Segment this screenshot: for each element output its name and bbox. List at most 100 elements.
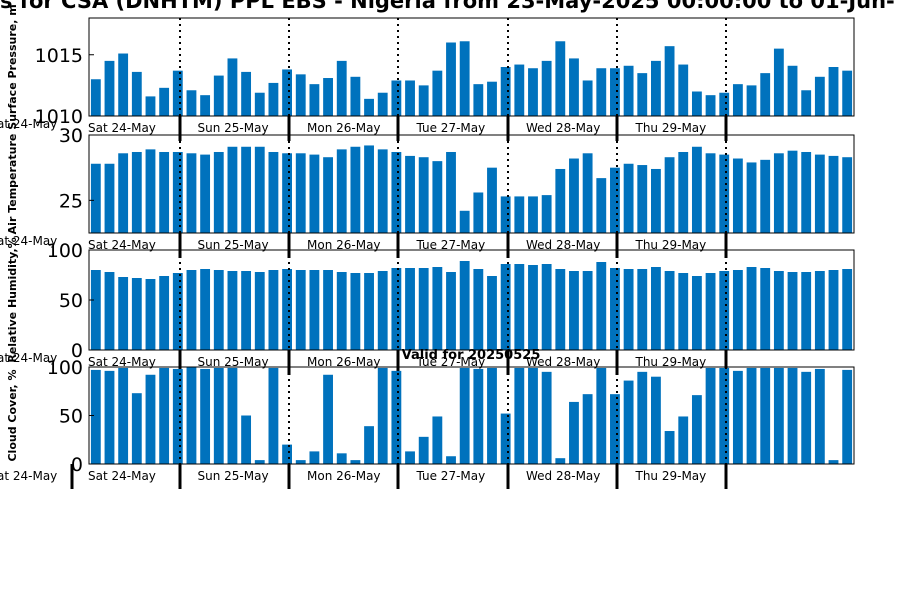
chart-panel: 1010 1015 Surface Pressure, m Sat 24-May Sun… bbox=[0, 4, 855, 141]
bar bbox=[814, 154, 825, 233]
bar bbox=[555, 41, 566, 116]
bar bbox=[405, 155, 415, 233]
bar bbox=[254, 146, 265, 233]
y-tick-label: 50 bbox=[59, 290, 83, 312]
bar bbox=[145, 149, 156, 233]
bar bbox=[118, 367, 129, 464]
bar bbox=[487, 167, 497, 233]
bar bbox=[213, 270, 224, 350]
bar bbox=[90, 163, 101, 233]
bar bbox=[541, 264, 552, 350]
bar bbox=[459, 210, 470, 233]
bar bbox=[473, 368, 484, 464]
bar bbox=[773, 153, 784, 233]
bar bbox=[773, 367, 784, 464]
bar bbox=[500, 413, 511, 464]
bar bbox=[295, 74, 306, 116]
x-tick-label: Tue 27-May bbox=[416, 355, 486, 369]
bar bbox=[473, 192, 484, 233]
bar bbox=[610, 68, 620, 116]
bar bbox=[391, 268, 402, 350]
bar bbox=[705, 273, 716, 350]
bar bbox=[555, 168, 566, 233]
bar bbox=[241, 271, 252, 350]
y-tick-label: 0 bbox=[71, 454, 83, 476]
bar bbox=[159, 151, 170, 233]
x-tick-label: Sun 25-May bbox=[198, 469, 269, 483]
bar bbox=[159, 276, 170, 350]
y-tick-label: 50 bbox=[59, 406, 83, 428]
bar bbox=[528, 196, 538, 233]
bar bbox=[787, 367, 798, 464]
bar bbox=[610, 167, 620, 233]
bar bbox=[760, 159, 771, 233]
bar bbox=[227, 271, 238, 350]
y-tick-label: 100 bbox=[47, 357, 83, 379]
bar bbox=[541, 195, 552, 233]
bar bbox=[500, 67, 511, 116]
x-edge-label: at 24-May bbox=[0, 117, 57, 131]
bar bbox=[350, 146, 361, 233]
x-tick-label: Sat 24-May bbox=[88, 238, 156, 252]
x-tick-label: Thu 29-May bbox=[635, 238, 707, 252]
bar bbox=[90, 369, 101, 464]
bar bbox=[295, 460, 306, 464]
panel-title: Valid for 20250525 bbox=[402, 348, 541, 363]
bar bbox=[145, 279, 156, 350]
bar bbox=[159, 367, 170, 464]
bar bbox=[377, 92, 388, 116]
y-tick-label: 30 bbox=[59, 125, 83, 147]
bar bbox=[487, 367, 497, 464]
bar bbox=[828, 460, 839, 464]
bar bbox=[678, 151, 689, 233]
bar bbox=[582, 80, 593, 116]
bar bbox=[364, 98, 374, 116]
bar bbox=[391, 151, 402, 233]
bar bbox=[268, 82, 279, 116]
bar bbox=[746, 162, 757, 233]
bar bbox=[664, 46, 675, 116]
bar bbox=[623, 163, 634, 233]
bar bbox=[446, 42, 456, 116]
bar bbox=[623, 380, 634, 464]
bar bbox=[268, 151, 279, 233]
bar bbox=[432, 267, 443, 350]
bar bbox=[254, 92, 265, 116]
bar bbox=[842, 269, 853, 350]
bar bbox=[377, 149, 388, 233]
bar bbox=[637, 371, 648, 464]
y-axis-label: Relative Humidity,% bbox=[6, 237, 19, 362]
x-tick-label: Tue 27-May bbox=[416, 238, 486, 252]
bar bbox=[596, 68, 607, 116]
bar bbox=[651, 376, 661, 464]
bar bbox=[282, 153, 292, 233]
chart-panels: 1010 1015 Surface Pressure, m Sat 24-May Sun… bbox=[0, 4, 855, 489]
bar bbox=[377, 271, 388, 350]
bar bbox=[787, 272, 798, 350]
bar bbox=[131, 278, 142, 350]
bar bbox=[350, 460, 361, 464]
bar bbox=[773, 271, 784, 350]
y-tick-label: 0 bbox=[71, 340, 83, 362]
bar bbox=[446, 272, 456, 350]
bar bbox=[336, 149, 347, 233]
x-tick-label: Mon 26-May bbox=[307, 238, 381, 252]
bar bbox=[131, 151, 142, 233]
x-edge-label: at 24-May bbox=[0, 351, 57, 365]
bar bbox=[814, 76, 825, 116]
bar bbox=[309, 84, 320, 116]
bar bbox=[295, 270, 306, 350]
bar bbox=[528, 68, 538, 116]
chart-title: s for CSA (DNHTM) PPL EBS - Nigeria from… bbox=[0, 0, 895, 13]
bar bbox=[268, 367, 279, 464]
bar bbox=[691, 91, 702, 116]
y-axis-label: Cloud Cover, % bbox=[6, 369, 19, 461]
bar bbox=[678, 64, 689, 116]
bar bbox=[391, 370, 402, 464]
x-tick-label: Mon 26-May bbox=[307, 355, 381, 369]
bar bbox=[405, 451, 415, 464]
bar bbox=[364, 145, 374, 233]
plot-frame bbox=[88, 134, 855, 234]
bar bbox=[309, 270, 320, 350]
y-axis-label: Air Temperature bbox=[6, 134, 19, 235]
